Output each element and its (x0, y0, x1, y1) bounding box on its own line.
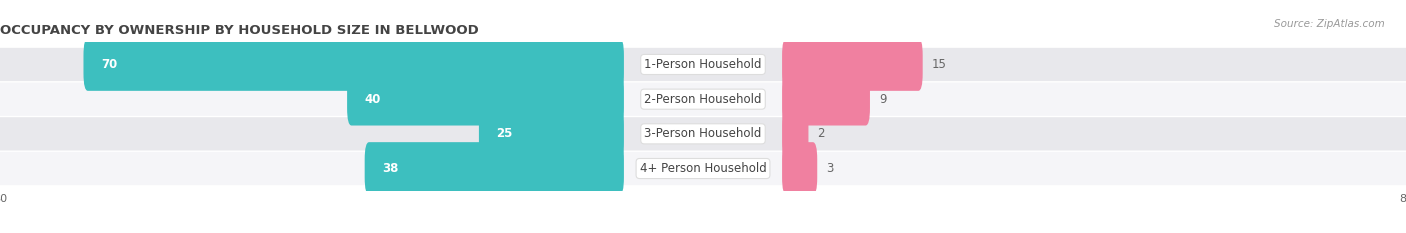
Text: 38: 38 (382, 162, 399, 175)
FancyBboxPatch shape (347, 73, 624, 126)
Text: 3: 3 (827, 162, 834, 175)
FancyBboxPatch shape (782, 142, 817, 195)
Text: 70: 70 (101, 58, 117, 71)
Text: 4+ Person Household: 4+ Person Household (640, 162, 766, 175)
Text: 1-Person Household: 1-Person Household (644, 58, 762, 71)
Text: 2-Person Household: 2-Person Household (644, 93, 762, 106)
Text: 9: 9 (879, 93, 886, 106)
FancyBboxPatch shape (0, 152, 1406, 185)
FancyBboxPatch shape (782, 38, 922, 91)
FancyBboxPatch shape (0, 82, 1406, 116)
FancyBboxPatch shape (0, 48, 1406, 81)
FancyBboxPatch shape (479, 107, 624, 160)
Text: 15: 15 (932, 58, 946, 71)
Text: 25: 25 (496, 127, 513, 140)
FancyBboxPatch shape (0, 117, 1406, 151)
FancyBboxPatch shape (364, 142, 624, 195)
Text: Source: ZipAtlas.com: Source: ZipAtlas.com (1274, 19, 1385, 29)
Text: 40: 40 (364, 93, 381, 106)
FancyBboxPatch shape (782, 73, 870, 126)
Text: 3-Person Household: 3-Person Household (644, 127, 762, 140)
FancyBboxPatch shape (782, 107, 808, 160)
FancyBboxPatch shape (83, 38, 624, 91)
Text: 2: 2 (817, 127, 825, 140)
Text: OCCUPANCY BY OWNERSHIP BY HOUSEHOLD SIZE IN BELLWOOD: OCCUPANCY BY OWNERSHIP BY HOUSEHOLD SIZE… (0, 24, 479, 37)
